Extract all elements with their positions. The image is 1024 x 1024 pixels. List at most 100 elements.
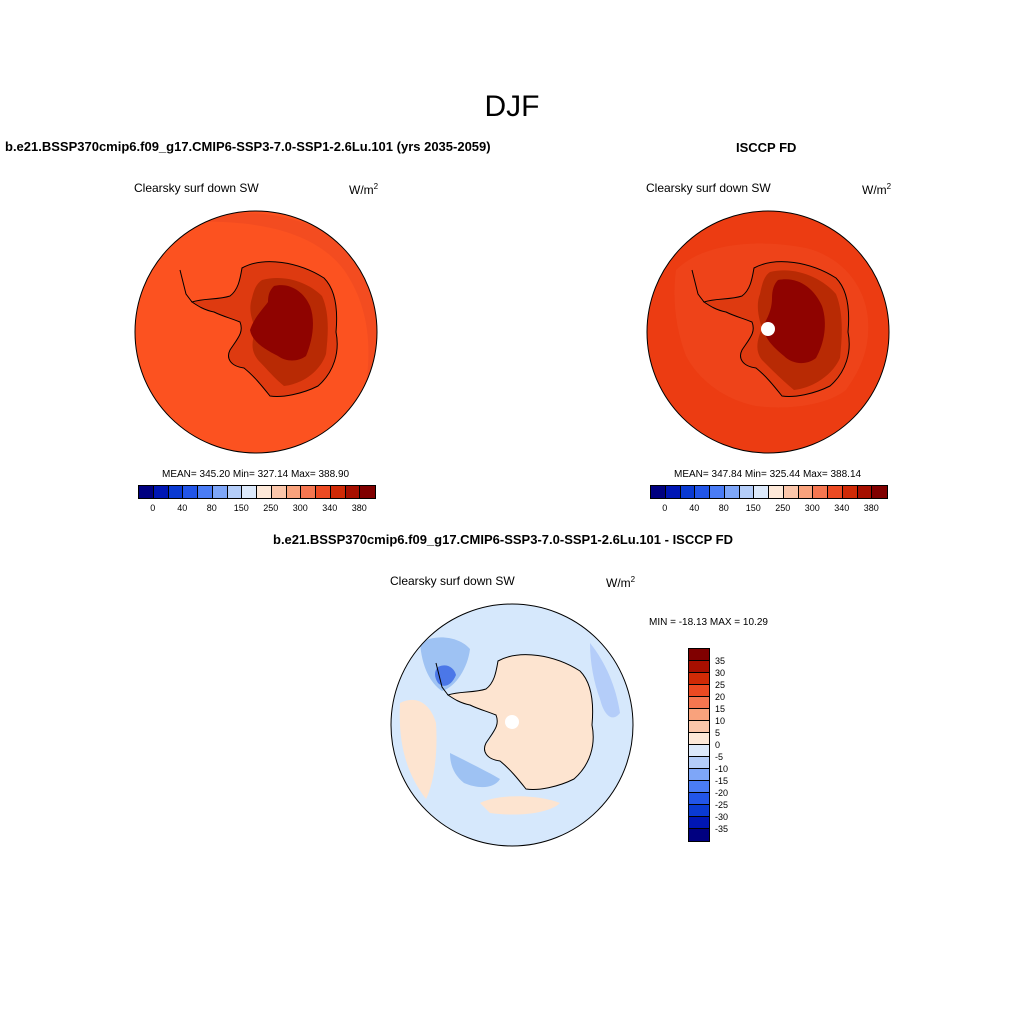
- colorbar-swatch: [168, 486, 184, 498]
- colorbar-swatch: [286, 486, 302, 498]
- diff-colorbar-swatch: [689, 817, 709, 829]
- diff-map-border: [390, 603, 634, 847]
- diff-panel-case-title: b.e21.BSSP370cmip6.f09_g17.CMIP6-SSP3-7.…: [273, 532, 734, 547]
- diff-colorbar-tick-label: -10: [715, 764, 729, 774]
- diff-colorbar-swatch: [689, 721, 709, 733]
- left-map-coastline: [190, 261, 338, 397]
- left-map-peninsula: [179, 269, 193, 303]
- colorbar-swatch: [665, 486, 681, 498]
- diff-colorbar-swatch: [689, 685, 709, 697]
- diff-map-pole-hole: [505, 715, 519, 729]
- diff-colorbar-tick-label: -35: [715, 824, 729, 834]
- diff-map-cool-patch-ne: [590, 643, 620, 718]
- colorbar-swatch: [813, 486, 828, 498]
- diff-colorbar-swatch: [689, 697, 709, 709]
- left-map-border: [134, 210, 378, 454]
- diff-colorbar-tick-label: 15: [715, 704, 726, 714]
- diff-colorbar-swatch: [689, 649, 709, 661]
- colorbar-swatch: [798, 486, 814, 498]
- colorbar-swatch: [783, 486, 799, 498]
- diff-colorbar-swatch: [689, 793, 709, 805]
- left-colorbar: [138, 485, 376, 499]
- right-panel-stats: MEAN= 347.84 Min= 325.44 Max= 388.14: [674, 469, 862, 480]
- right-colorbar: [650, 485, 888, 499]
- colorbar-swatch: [345, 486, 361, 498]
- right-map-interior: [763, 279, 825, 364]
- left-panel-case-title: b.e21.BSSP370cmip6.f09_g17.CMIP6-SSP3-7.…: [5, 139, 491, 154]
- colorbar-swatch: [872, 486, 887, 498]
- colorbar-swatch: [153, 486, 169, 498]
- left-panel-units: W/m2: [349, 182, 379, 197]
- diff-colorbar-swatch: [689, 757, 709, 769]
- diff-colorbar-swatch: [689, 745, 709, 757]
- colorbar-swatch: [330, 486, 346, 498]
- colorbar-tick-label: 380: [863, 503, 879, 513]
- diff-colorbar-tick-label: -30: [715, 812, 729, 822]
- colorbar-swatch: [212, 486, 228, 498]
- colorbar-swatch: [857, 486, 873, 498]
- diff-colorbar-tick-label: 10: [715, 716, 726, 726]
- diff-map-ross-region: [470, 705, 496, 745]
- diff-colorbar-tick-label: 5: [715, 728, 721, 738]
- colorbar-swatch: [769, 486, 784, 498]
- diff-colorbar-tick-label: -20: [715, 788, 729, 798]
- colorbar-tick-label: 340: [834, 503, 850, 513]
- diff-colorbar-swatch: [689, 805, 709, 817]
- diff-colorbar-tick-label: 25: [715, 680, 726, 690]
- diff-colorbar-swatch: [689, 829, 709, 841]
- diff-panel-variable: Clearsky surf down SW: [390, 574, 515, 588]
- diff-colorbar-tick-label: 35: [715, 656, 726, 666]
- diff-colorbar-swatch: [689, 781, 709, 793]
- diff-colorbar-tick-label: -25: [715, 800, 729, 810]
- colorbar-swatch: [842, 486, 858, 498]
- colorbar-swatch: [242, 486, 257, 498]
- diff-map-warm-west: [399, 699, 437, 799]
- diff-map-antarctica: [448, 654, 594, 790]
- right-map-pole-hole: [761, 322, 775, 336]
- diff-panel-units: W/m2: [606, 575, 636, 590]
- diff-colorbar-swatch: [689, 709, 709, 721]
- colorbar-tick-label: 300: [292, 503, 308, 513]
- colorbar-swatch: [360, 486, 375, 498]
- diff-colorbar-tick-label: -5: [715, 752, 724, 762]
- colorbar-swatch: [695, 486, 710, 498]
- colorbar-tick-label: 40: [689, 503, 700, 513]
- diff-colorbar-swatch: [689, 769, 709, 781]
- right-panel-variable: Clearsky surf down SW: [646, 181, 771, 195]
- right-map-peninsula: [691, 269, 705, 303]
- colorbar-tick-label: 80: [206, 503, 217, 513]
- diff-map-cool-patch-nw: [420, 637, 470, 691]
- diff-polar-map: [390, 603, 634, 847]
- colorbar-swatch: [754, 486, 769, 498]
- diff-colorbar-swatch: [689, 673, 709, 685]
- colorbar-swatch: [651, 486, 666, 498]
- right-map-coastline: [702, 261, 850, 397]
- diff-colorbar-tick-label: -15: [715, 776, 729, 786]
- colorbar-swatch: [724, 486, 740, 498]
- diff-colorbar-swatch: [689, 733, 709, 745]
- diff-panel-minmax: MIN = -18.13 MAX = 10.29: [649, 617, 768, 628]
- colorbar-tick-label: 150: [233, 503, 249, 513]
- left-panel-variable: Clearsky surf down SW: [134, 181, 259, 195]
- right-map-border: [646, 210, 890, 454]
- colorbar-swatch: [739, 486, 755, 498]
- right-panel-units: W/m2: [862, 182, 892, 197]
- diff-colorbar-tick-label: 30: [715, 668, 726, 678]
- colorbar-swatch: [316, 486, 331, 498]
- colorbar-swatch: [301, 486, 316, 498]
- colorbar-swatch: [271, 486, 287, 498]
- colorbar-tick-label: 0: [662, 503, 668, 513]
- colorbar-tick-label: 40: [177, 503, 188, 513]
- colorbar-swatch: [198, 486, 213, 498]
- diff-map-coastline: [446, 654, 594, 790]
- diff-colorbar-tick-label: 0: [715, 740, 721, 750]
- right-panel-case-title: ISCCP FD: [736, 140, 797, 155]
- colorbar-swatch: [139, 486, 154, 498]
- diff-colorbar: [688, 648, 710, 842]
- diff-colorbar-tick-label: 20: [715, 692, 726, 702]
- colorbar-swatch: [183, 486, 198, 498]
- colorbar-swatch: [710, 486, 725, 498]
- left-polar-map: [134, 210, 378, 454]
- diff-colorbar-swatch: [689, 661, 709, 673]
- diff-map-warm-south: [480, 796, 560, 815]
